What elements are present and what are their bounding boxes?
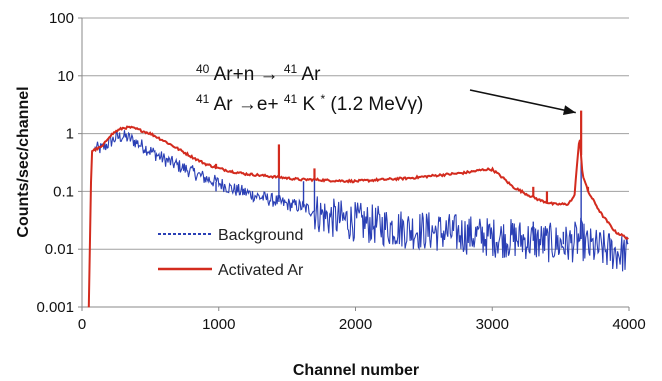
legend: Background Activated Ar: [158, 227, 304, 279]
x-tick-label: 0: [78, 316, 86, 333]
x-ticks: 0 1000 2000 3000 4000: [78, 307, 646, 333]
x-tick-label: 4000: [612, 316, 645, 333]
annotation-arrow: [469, 89, 576, 114]
annotation-line-2-sup2: *: [320, 92, 325, 106]
annotation-line-2: 41 Ar →e+ 41 K * (1.2 MeVγ): [196, 92, 423, 115]
y-tick-label: 10: [57, 68, 74, 85]
annotation-line-2-pre: 41: [196, 92, 210, 106]
x-axis-title: Channel number: [293, 362, 419, 379]
y-axis-title: Counts/sec/channel: [15, 86, 32, 237]
x-tick-label: 1000: [202, 316, 235, 333]
annotation-line-1-a: Ar+n →: [214, 64, 279, 85]
annotation-line-1-b: Ar: [301, 64, 321, 85]
y-tick-label: 100: [49, 10, 74, 27]
annotation-line-1-pre: 40: [196, 62, 210, 76]
plot-frame: [81, 18, 629, 308]
y-tick-label: 0.01: [45, 241, 74, 258]
annotation-line-1: 40 Ar+n → 41 Ar: [196, 62, 321, 85]
y-tick-label: 1: [66, 126, 74, 143]
annotation-line-2-c: (1.2 MeVγ): [330, 94, 423, 115]
legend-label-activated-ar: Activated Ar: [218, 262, 304, 279]
gridlines: [82, 17, 629, 250]
series-activated-ar-line: [87, 125, 629, 308]
annotation-line-1-sup: 41: [284, 62, 298, 76]
x-tick-label: 3000: [476, 316, 509, 333]
series-background-line: [94, 130, 629, 272]
annotation: 40 Ar+n → 41 Ar 41 Ar →e+ 41 K * (1.2 Me…: [196, 62, 576, 115]
y-tick-label: 0.001: [36, 299, 74, 316]
y-tick-label: 0.1: [53, 183, 74, 200]
legend-label-background: Background: [218, 227, 303, 244]
series-group: [87, 110, 629, 308]
annotation-line-2-a: Ar →e+: [214, 94, 279, 115]
annotation-line-2-sup: 41: [284, 92, 298, 106]
annotation-line-2-b: K: [302, 94, 315, 115]
y-ticks: 0.001 0.01 0.1 1 10 100: [36, 10, 82, 316]
x-tick-label: 2000: [339, 316, 372, 333]
annotation-arrowhead: [562, 105, 576, 115]
